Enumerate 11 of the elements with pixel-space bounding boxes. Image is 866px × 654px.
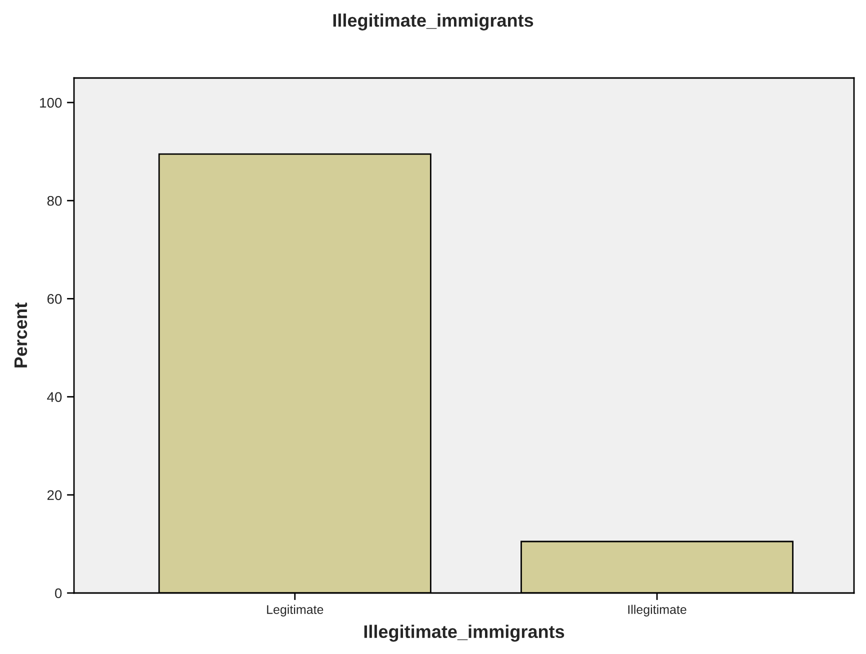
chart-title: Illegitimate_immigrants (333, 14, 534, 30)
y-axis-title: Percent (14, 302, 28, 368)
y-tick-label: 60 (47, 294, 62, 304)
y-tick-label: 20 (47, 490, 62, 500)
y-tick-label: 80 (47, 196, 62, 206)
x-axis-title: Illegitimate_immigrants (364, 624, 564, 642)
y-tick-label: 40 (47, 392, 62, 402)
y-tick-label: 0 (55, 588, 62, 598)
y-tick-label: 100 (40, 98, 62, 108)
x-tick-label: Illegitimate (628, 604, 686, 616)
x-tick-label: Legitimate (267, 604, 324, 616)
